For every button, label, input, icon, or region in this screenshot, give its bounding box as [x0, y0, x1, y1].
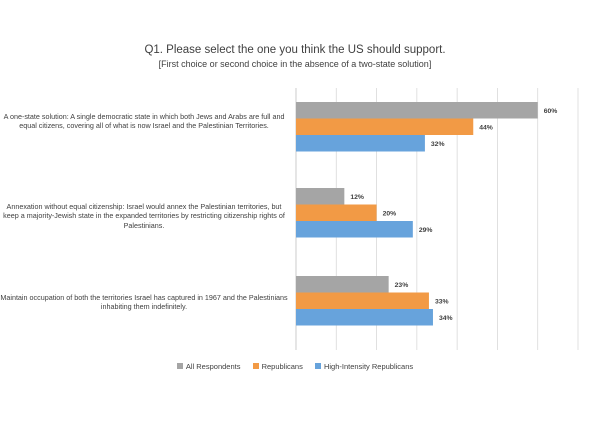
- chart-subtitle: [First choice or second choice in the ab…: [158, 59, 432, 69]
- bar-occupation-republicans: [296, 292, 429, 309]
- data-label-occupation-republicans: 33%: [435, 298, 449, 305]
- data-label-occupation-all-respondents: 23%: [395, 282, 409, 289]
- legend-item-all-respondents: All Respondents: [176, 362, 241, 371]
- bar-one-state-all-respondents: [296, 102, 538, 119]
- legend-item-republicans: Republicans: [252, 362, 303, 371]
- chart-title: Q1. Please select the one you think the …: [144, 44, 446, 56]
- category-label-occupation: Maintain occupation of both the territor…: [0, 293, 288, 312]
- data-label-annexation-republicans: 20%: [383, 210, 397, 217]
- bar-one-state-high-intensity-republicans: [296, 135, 425, 152]
- bar-occupation-high-intensity-republicans: [296, 309, 433, 326]
- data-label-one-state-high-intensity-republicans: 32%: [431, 141, 445, 148]
- bar-annexation-all-respondents: [296, 188, 345, 205]
- legend-item-high-intensity-republicans: High-Intensity Republicans: [314, 362, 414, 371]
- chart-legend: All Respondents Republicans High-Intensi…: [0, 362, 590, 371]
- data-label-annexation-high-intensity-republicans: 29%: [419, 227, 433, 234]
- legend-swatch-high-intensity-republicans: [314, 363, 321, 370]
- data-label-one-state-republicans: 44%: [479, 124, 493, 131]
- legend-label-republicans: Republicans: [261, 362, 303, 371]
- legend-swatch-republicans: [252, 363, 259, 370]
- legend-swatch-all-respondents: [176, 363, 183, 370]
- bar-annexation-high-intensity-republicans: [296, 221, 413, 238]
- bar-occupation-all-respondents: [296, 276, 389, 293]
- category-label-one-state: A one-state solution: A single democrati…: [3, 112, 285, 131]
- data-label-occupation-high-intensity-republicans: 34%: [439, 315, 453, 322]
- legend-label-high-intensity-republicans: High-Intensity Republicans: [323, 362, 414, 371]
- category-label-annexation: Annexation without equal citizenship: Is…: [3, 202, 285, 230]
- data-label-annexation-all-respondents: 12%: [350, 194, 364, 201]
- data-label-one-state-all-respondents: 60%: [544, 108, 558, 115]
- legend-label-all-respondents: All Respondents: [185, 362, 241, 371]
- bar-one-state-republicans: [296, 118, 474, 135]
- bar-annexation-republicans: [296, 204, 377, 221]
